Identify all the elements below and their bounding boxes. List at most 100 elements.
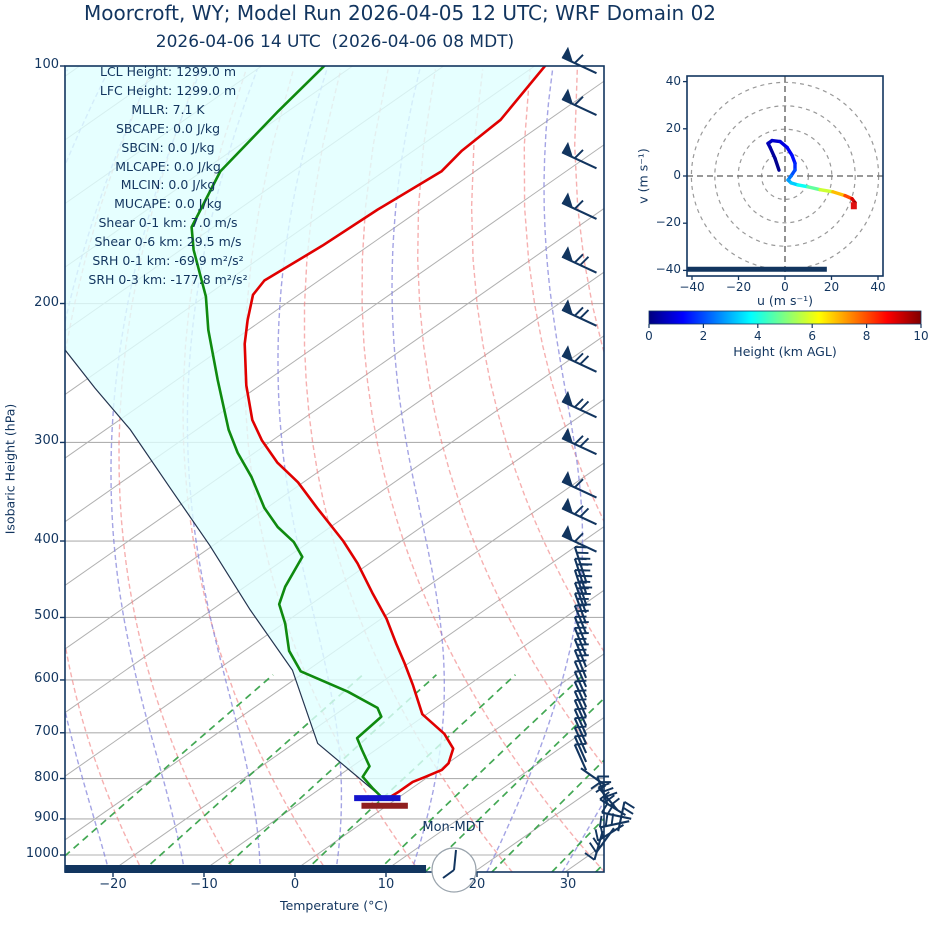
tick-label: 2 [699, 329, 708, 343]
wind-barb-staff [573, 735, 588, 763]
wind-barb-full [574, 742, 587, 746]
wind-barb-staff [573, 699, 588, 727]
wind-barb-full [574, 199, 584, 210]
wind-barb-pennant [562, 192, 573, 208]
wind-barb-staff [573, 627, 588, 657]
isotherm-line [65, 271, 604, 650]
hodograph-trace-segment [818, 187, 835, 194]
wind-barb-full [605, 791, 618, 798]
stat-line: LCL Height: 1299.0 m [99, 64, 237, 79]
wind-barb-full [574, 253, 584, 264]
wind-barb-full [574, 96, 584, 106]
wind-barb-full [574, 149, 584, 159]
dry-adiabat-line [861, 69, 928, 872]
wind-barb-full [574, 306, 584, 317]
dry-adiabat-line [303, 69, 513, 872]
wind-barb-pennant [562, 299, 573, 315]
moist-adiabat-line [638, 69, 928, 872]
wind-barb-pennant [562, 390, 573, 407]
wind-barb-staff [573, 744, 588, 771]
wind-barb-full [579, 507, 590, 518]
wind-barb-full [574, 505, 584, 515]
isotherm-line [109, 526, 604, 872]
wind-barb-staff [573, 638, 588, 668]
wind-barb-full [606, 803, 615, 815]
wind-barb-staff [573, 592, 587, 624]
moist-adiabat-line [65, 69, 154, 872]
mixing-ratio-line [424, 697, 604, 872]
wind-barb-staff [601, 811, 632, 820]
wind-barb-staff [561, 56, 597, 75]
tick-label: 20 [665, 120, 681, 135]
dry-adiabat-line [908, 69, 928, 872]
dry-adiabat-line [573, 69, 604, 355]
colorbar-label: Height (km AGL) [733, 344, 837, 359]
dry-adiabat-line [118, 69, 236, 872]
wind-barb-full [574, 698, 587, 702]
wind-barb-full [574, 435, 584, 445]
tick-label: 20 [468, 877, 486, 892]
tick-label: 10 [377, 877, 395, 892]
tick-label: −20 [99, 877, 127, 892]
wind-barb-staff [573, 582, 587, 614]
stat-line: MLCIN: 0.0 J/kg [120, 177, 216, 193]
wind-barb-full [574, 532, 584, 543]
stat-line: LFC Height: 1299.0 m [99, 82, 237, 98]
wind-barb-full [623, 801, 635, 809]
wind-barb-full [601, 787, 614, 793]
time-annotation: Mon-MDT [422, 820, 484, 835]
wind-barb-full [574, 689, 587, 693]
temperature-axis-label: Temperature (°C) [280, 898, 388, 913]
hodograph-panel [683, 75, 884, 280]
tick-label: 4 [753, 329, 762, 343]
wind-barb-full [579, 309, 590, 319]
wind-barb-staff [573, 605, 588, 634]
tick-label: 600 [34, 670, 59, 686]
wind-barb-full [574, 725, 587, 729]
stat-line: SRH 0-3 km: -177.8 m²/s² [88, 271, 248, 287]
tick-label: 40 [665, 73, 681, 88]
wind-barb-staff [561, 98, 597, 117]
tick-label: 0 [781, 280, 789, 294]
stat-line: SBCIN: 0.0 J/kg [121, 139, 215, 155]
wind-barb-staff [597, 786, 619, 812]
mixing-ratio-line [595, 862, 604, 872]
hodograph-end-marker [850, 202, 857, 210]
temperature-curve [243, 66, 547, 798]
moist-adiabat-line [391, 69, 445, 872]
parcel-profile-line [65, 349, 382, 797]
wind-barb-full [622, 806, 634, 815]
tick-label: 6 [808, 329, 817, 343]
wind-barb-full [574, 669, 587, 673]
moist-adiabat-line [186, 69, 261, 872]
mixing-ratio-line [551, 817, 604, 872]
dry-adiabat-line [672, 69, 928, 872]
dewpoint-curve [190, 66, 383, 798]
pressure-axis-label: Isobaric Height (hPa) [2, 403, 18, 535]
wind-barb-full [610, 813, 615, 826]
tick-label: 100 [34, 57, 59, 72]
profile-curves [65, 66, 547, 809]
height-colorbar [648, 310, 922, 328]
wind-barb-full [579, 355, 590, 365]
isotherm-line [564, 844, 604, 872]
stat-line: SBCAPE: 0.0 J/kg [115, 120, 221, 136]
tick-label: 40 [870, 280, 886, 294]
dry-adiabat-line [523, 69, 604, 523]
tick-label: 800 [34, 769, 59, 785]
cin-shading [65, 66, 545, 797]
wind-barb-pennant [562, 345, 573, 361]
wind-barb-full [579, 437, 590, 448]
wind-barb-staff [561, 308, 597, 327]
tick-label: −10 [190, 877, 218, 892]
wind-barb-pennant [562, 525, 573, 541]
stat-line: Shear 0-1 km: 7.0 m/s [98, 215, 238, 231]
isotherm-line [65, 80, 604, 459]
hodograph-trace-segment [773, 156, 781, 172]
isotherm-line [656, 66, 928, 872]
tick-label: 900 [34, 809, 59, 825]
tick-label: 700 [34, 723, 59, 739]
tick-label: 500 [34, 608, 59, 624]
stat-line: MLCAPE: 0.0 J/kg [115, 158, 221, 174]
